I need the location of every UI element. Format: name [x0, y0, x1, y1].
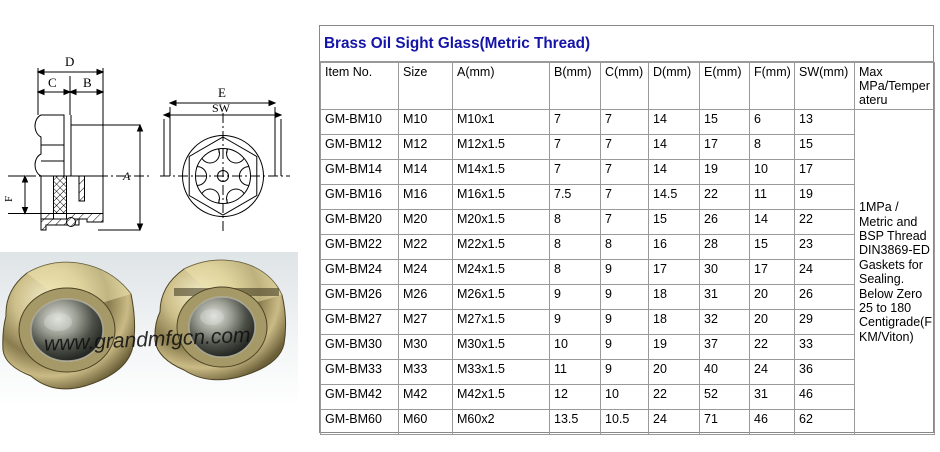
- svg-text:A: A: [122, 169, 131, 183]
- svg-text:SW: SW: [212, 101, 231, 115]
- svg-text:D: D: [65, 54, 74, 69]
- svg-text:B: B: [83, 75, 92, 90]
- svg-text:E: E: [218, 85, 226, 100]
- svg-text:F: F: [3, 196, 15, 202]
- svg-text:C: C: [48, 75, 57, 90]
